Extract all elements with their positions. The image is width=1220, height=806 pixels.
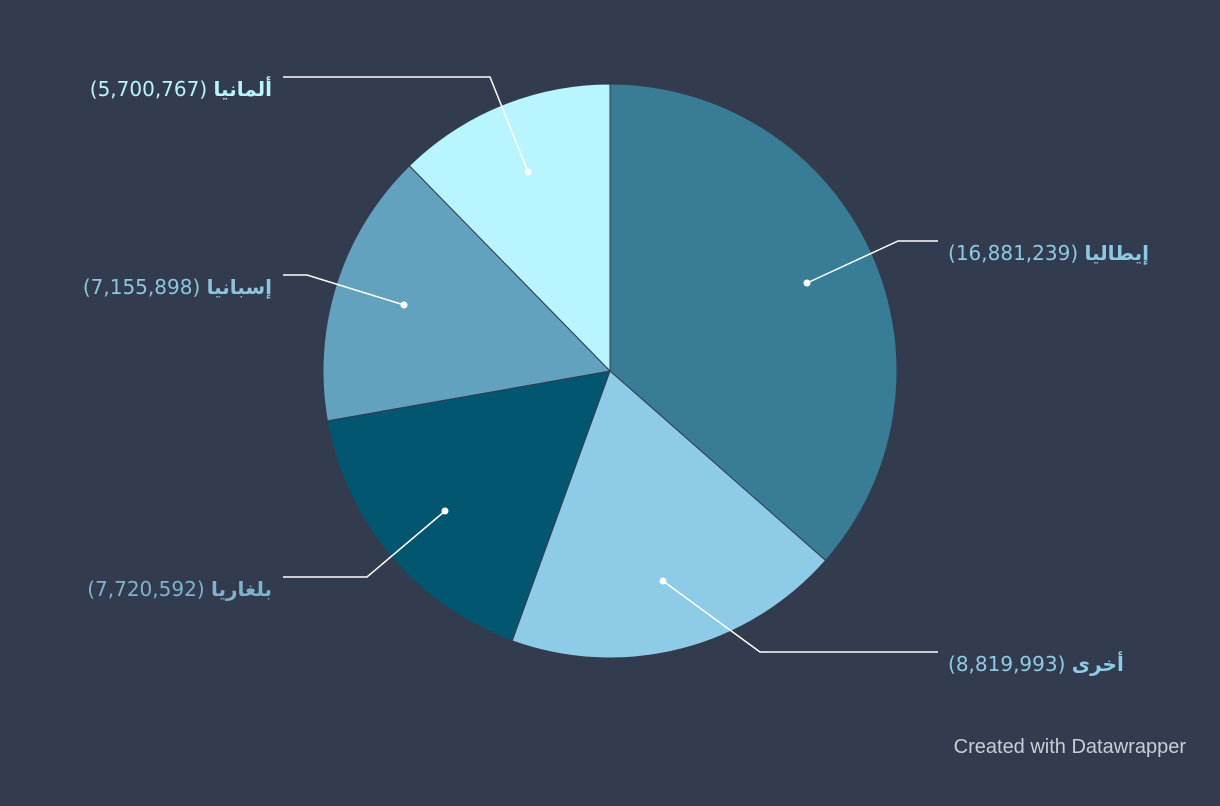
slice-label-value: 5,700,767 bbox=[97, 77, 200, 101]
footer-credit: Created with Datawrapper bbox=[953, 736, 1186, 758]
slice-label-name: إيطاليا bbox=[1084, 241, 1150, 265]
leader-dot bbox=[524, 168, 532, 176]
slice-label-value: 8,819,993 bbox=[955, 652, 1058, 676]
slice-label: إسبانيا (7,155,898) bbox=[82, 275, 272, 299]
leader-dot bbox=[659, 577, 667, 585]
pie-slice bbox=[322, 165, 612, 422]
slice-label-value: 7,155,898 bbox=[90, 275, 193, 299]
leader-line bbox=[283, 274, 405, 306]
leader-line bbox=[662, 580, 938, 653]
leader-line bbox=[283, 510, 446, 578]
slice-label-value: 7,720,592 bbox=[95, 577, 197, 601]
pie-slice bbox=[326, 370, 611, 642]
leader-dot bbox=[803, 279, 811, 287]
slice-label-value: 16,881,239 bbox=[955, 241, 1071, 265]
slice-label-name: أخرى bbox=[1071, 652, 1124, 676]
leader-dot bbox=[400, 301, 408, 309]
slice-label: ألمانيا (5,700,767) bbox=[89, 77, 272, 101]
pie-slice bbox=[511, 370, 827, 659]
slice-label: بلغاريا (7,720,592) bbox=[87, 577, 272, 601]
leader-line bbox=[283, 76, 529, 173]
slice-label-name: إسبانيا bbox=[206, 275, 272, 299]
slice-label: إيطاليا (16,881,239) bbox=[948, 241, 1150, 265]
leader-line bbox=[806, 240, 938, 284]
leader-dot bbox=[441, 507, 449, 515]
slice-label-name: ألمانيا bbox=[213, 77, 272, 101]
slice-label-name: بلغاريا bbox=[210, 577, 272, 601]
slice-label: أخرى (8,819,993) bbox=[948, 652, 1124, 676]
